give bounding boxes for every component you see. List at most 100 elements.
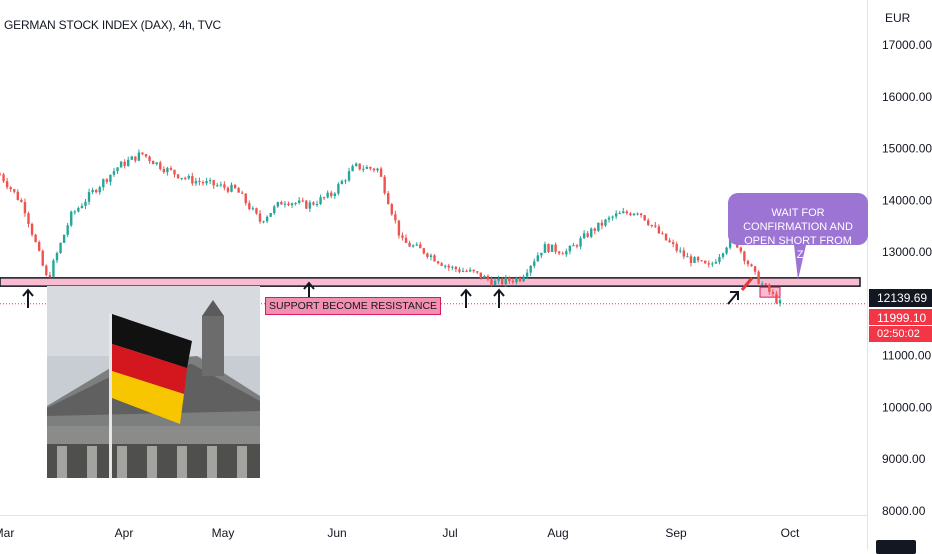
candle-body bbox=[543, 244, 547, 253]
candle-body bbox=[629, 213, 632, 216]
candle-body bbox=[2, 174, 5, 182]
candle-body bbox=[223, 184, 226, 188]
candle-body bbox=[647, 220, 650, 225]
candle-body bbox=[718, 256, 721, 262]
candle-body bbox=[486, 275, 490, 280]
candle-body bbox=[696, 257, 700, 261]
candle-body bbox=[80, 205, 84, 209]
candle-body bbox=[540, 252, 543, 256]
last-price-badge: 12139.69 bbox=[869, 289, 932, 307]
candle-body bbox=[319, 197, 322, 204]
candle-body bbox=[379, 168, 383, 177]
candle-body bbox=[55, 253, 59, 261]
candle-body bbox=[208, 180, 212, 182]
candle-body bbox=[144, 154, 148, 157]
candle-body bbox=[116, 167, 119, 172]
candle-body bbox=[16, 191, 20, 200]
price-tick-label: 10000.00 bbox=[882, 400, 932, 414]
candle-body bbox=[636, 213, 639, 215]
candle-body bbox=[30, 223, 34, 235]
candle-body bbox=[105, 179, 109, 182]
retest-arrow bbox=[727, 291, 739, 305]
candle-body bbox=[244, 193, 247, 204]
candle-body bbox=[444, 265, 447, 267]
tradingview-logo[interactable] bbox=[876, 540, 916, 554]
candle-body bbox=[497, 278, 500, 281]
candle-body bbox=[661, 233, 664, 235]
candle-body bbox=[565, 251, 568, 255]
candle-body bbox=[415, 244, 418, 246]
candle-body bbox=[422, 248, 426, 254]
candle-body bbox=[258, 213, 262, 222]
candle-body bbox=[248, 203, 251, 210]
candle-body bbox=[119, 161, 123, 168]
price-tick-label: 9000.00 bbox=[882, 452, 926, 466]
candle-body bbox=[354, 163, 358, 166]
candle-body bbox=[273, 206, 276, 213]
candle-body bbox=[194, 181, 198, 184]
candle-body bbox=[614, 213, 618, 217]
support-arrow bbox=[493, 288, 505, 308]
candle-body bbox=[600, 222, 604, 226]
candle-body bbox=[230, 184, 233, 192]
candle-body bbox=[176, 174, 180, 179]
candle-body bbox=[500, 278, 504, 285]
support-arrow bbox=[460, 288, 472, 308]
time-tick-label: Jun bbox=[327, 526, 346, 540]
candle-body bbox=[59, 242, 62, 254]
candle-body bbox=[639, 213, 643, 216]
candle-body bbox=[283, 203, 287, 205]
candle-body bbox=[0, 174, 2, 176]
candle-body bbox=[219, 184, 223, 186]
time-tick-label: Apr bbox=[115, 526, 134, 540]
chart-title: GERMAN STOCK INDEX (DAX), 4h, TVC bbox=[4, 18, 221, 32]
candle-body bbox=[151, 161, 155, 165]
candle-body bbox=[447, 265, 450, 268]
candle-body bbox=[109, 174, 112, 182]
candle-body bbox=[287, 203, 290, 206]
candle-body bbox=[568, 246, 572, 252]
candle-body bbox=[70, 211, 73, 226]
candle-body bbox=[611, 216, 614, 218]
candle-body bbox=[365, 167, 369, 169]
candle-body bbox=[5, 181, 9, 188]
candle-body bbox=[130, 156, 133, 160]
candle-body bbox=[554, 244, 557, 252]
candle-body bbox=[159, 162, 162, 170]
candle-body bbox=[454, 266, 458, 270]
candle-body bbox=[162, 169, 166, 173]
candle-body bbox=[590, 228, 593, 237]
candle-body bbox=[362, 168, 365, 170]
price-axis-divider bbox=[867, 0, 868, 550]
candle-body bbox=[511, 280, 515, 283]
candle-body bbox=[173, 169, 176, 175]
candle-body bbox=[191, 176, 194, 184]
candle-body bbox=[440, 263, 443, 266]
time-tick-label: Oct bbox=[781, 526, 800, 540]
candle-body bbox=[294, 202, 297, 204]
candle-body bbox=[127, 159, 130, 166]
candle-body bbox=[77, 208, 80, 212]
support-zone-rect bbox=[0, 277, 861, 287]
candle-body bbox=[237, 188, 240, 193]
candle-body bbox=[330, 192, 333, 197]
candle-body bbox=[625, 211, 629, 214]
candle-body bbox=[23, 201, 27, 214]
candle-body bbox=[333, 193, 336, 197]
callout-pointer bbox=[794, 245, 806, 280]
candle-body bbox=[94, 189, 98, 193]
candle-body bbox=[725, 247, 728, 254]
candle-body bbox=[743, 251, 746, 262]
candle-body bbox=[322, 197, 326, 199]
candle-body bbox=[604, 219, 607, 226]
time-tick-label: May bbox=[212, 526, 235, 540]
candle-body bbox=[508, 277, 511, 281]
candle-body bbox=[251, 208, 255, 210]
candle-body bbox=[155, 162, 158, 165]
candle-body bbox=[280, 202, 283, 205]
candle-body bbox=[123, 161, 126, 166]
candle-body bbox=[201, 182, 205, 184]
candle-body bbox=[760, 283, 764, 285]
candle-body bbox=[472, 269, 475, 272]
